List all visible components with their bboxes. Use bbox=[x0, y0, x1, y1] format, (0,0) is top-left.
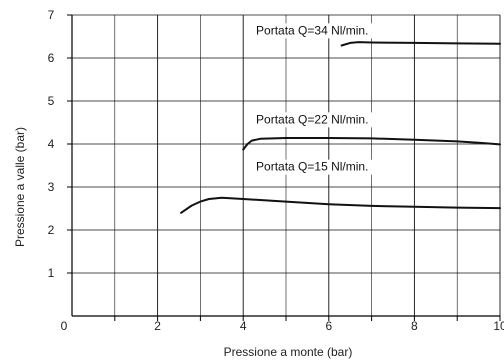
x-tick-label: 4 bbox=[240, 319, 247, 333]
y-tick-label: 7 bbox=[48, 8, 55, 22]
series-annotation-label: Portata Q=34 Nl/min. bbox=[256, 23, 368, 37]
series-lines bbox=[180, 41, 501, 214]
x-tick-label: 2 bbox=[154, 319, 161, 333]
x-tick-label: 10 bbox=[493, 319, 504, 333]
series-line bbox=[242, 137, 501, 151]
series-annotation-label: Portata Q=22 Nl/min. bbox=[256, 112, 368, 126]
series-label-bg bbox=[254, 23, 405, 39]
y-tick-label: 5 bbox=[48, 94, 55, 108]
y-tick-label: 4 bbox=[48, 137, 55, 151]
y-tick-label: 2 bbox=[48, 223, 55, 237]
series-line bbox=[180, 196, 501, 214]
series-annotation-label: Portata Q=15 Nl/min. bbox=[256, 160, 368, 174]
y-tick-label: 1 bbox=[48, 266, 55, 280]
y-axis-label: Pressione a valle (bar) bbox=[13, 127, 27, 247]
series-line bbox=[340, 41, 501, 47]
axes bbox=[67, 14, 501, 321]
y-tick-label: 6 bbox=[48, 51, 55, 65]
y-tick-label: 3 bbox=[48, 180, 55, 194]
series-label-bg bbox=[254, 112, 405, 128]
x-tick-label: 0 bbox=[61, 319, 68, 333]
series-label-bg bbox=[254, 159, 405, 175]
x-tick-label: 6 bbox=[325, 319, 332, 333]
x-axis-label: Pressione a monte (bar) bbox=[224, 345, 353, 359]
series-annotations: Portata Q=34 Nl/min. Portata Q=22 Nl/min.… bbox=[254, 23, 405, 175]
x-tick-label: 8 bbox=[411, 319, 418, 333]
